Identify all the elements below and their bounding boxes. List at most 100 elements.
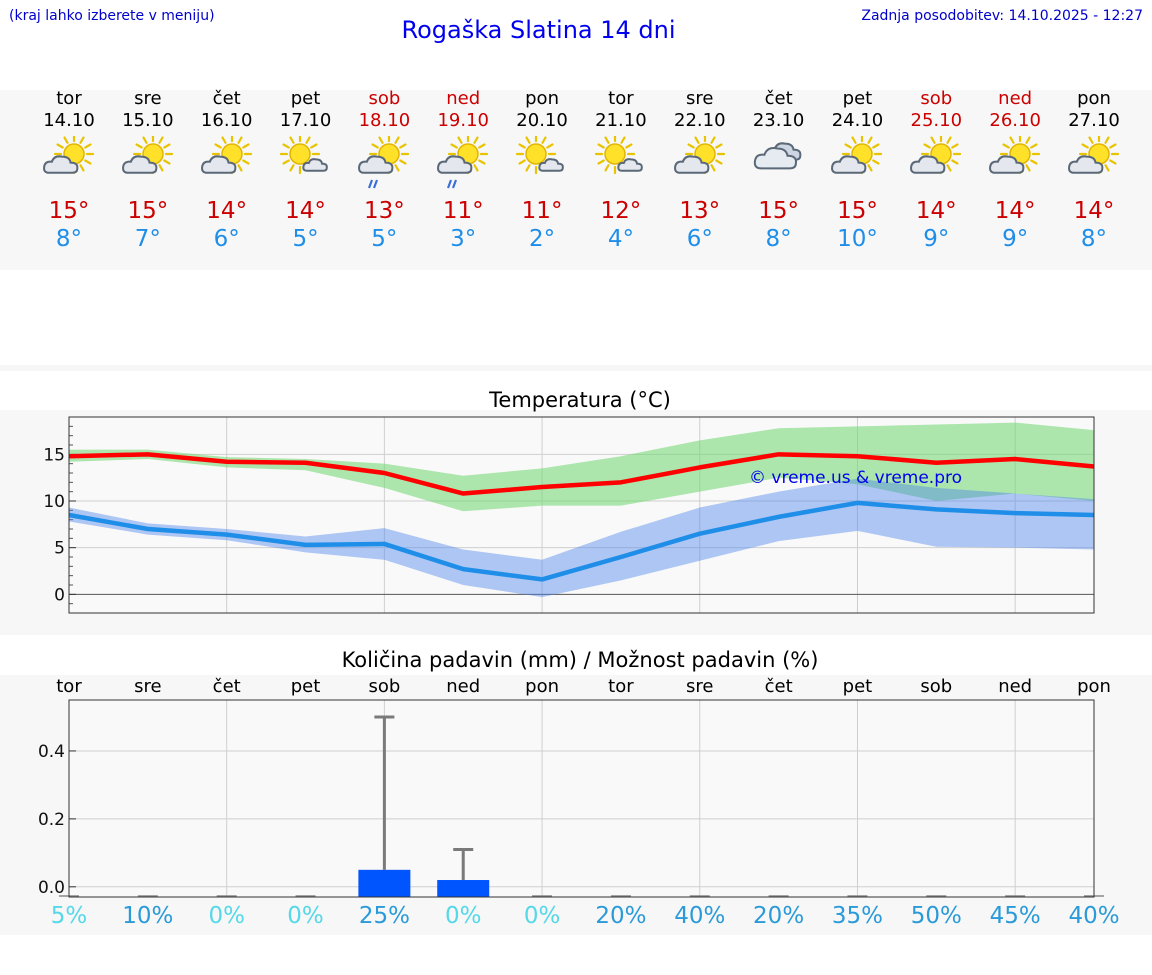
day-column: ned 26.10 14° 9°	[975, 88, 1055, 252]
day-date: 17.10	[279, 110, 332, 131]
day-name: čet	[764, 88, 793, 109]
y-tick-label: 15	[43, 445, 65, 465]
category-label: čet	[213, 676, 241, 697]
day-date: 22.10	[674, 110, 726, 131]
cloud-icon	[437, 155, 473, 174]
day-name: pet	[842, 88, 873, 109]
max-temp: 14°	[1073, 198, 1115, 224]
precip-probability: 20%	[595, 903, 647, 929]
precip-probability: 25%	[358, 903, 410, 929]
min-temp: 9°	[1002, 226, 1029, 252]
min-temp: 3°	[450, 226, 477, 252]
day-name: pet	[290, 88, 321, 109]
max-temp: 14°	[285, 198, 326, 224]
day-date: 15.10	[122, 110, 174, 131]
cloud-icon	[910, 155, 946, 174]
precip-probability: 0%	[444, 903, 482, 929]
min-temp: 5°	[292, 226, 319, 252]
sun-cloud-rain-icon	[423, 134, 503, 198]
max-temp: 15°	[127, 198, 169, 224]
min-temp: 5°	[371, 226, 398, 252]
category-label: ned	[998, 676, 1032, 697]
sun-small-cloud-icon	[581, 134, 661, 198]
max-temp: 14°	[994, 198, 1036, 224]
day-column: sre 15.10 15° 7°	[108, 88, 188, 252]
category-label: sob	[368, 676, 400, 697]
sun-icon	[279, 136, 320, 175]
sun-cloud-icon	[896, 134, 976, 198]
day-date: 19.10	[437, 110, 489, 131]
y-tick-label: 10	[43, 492, 65, 512]
max-temp: 12°	[600, 198, 642, 224]
min-temp: 2°	[528, 226, 556, 252]
day-column: pon 20.10 11° 2°	[502, 88, 582, 252]
precip-probability: 50%	[910, 903, 962, 929]
day-column: pon 27.10 14° 8°	[1054, 88, 1134, 252]
category-label: tor	[56, 676, 82, 697]
cloud-icon	[121, 155, 158, 174]
precip-bar	[437, 880, 490, 897]
day-column: sre 22.10 13° 6°	[660, 88, 740, 252]
y-tick-label: 0.4	[38, 742, 65, 762]
day-name: ned	[446, 88, 481, 109]
sun-icon	[594, 136, 636, 175]
day-column: sob 18.10 13° 5°	[344, 88, 424, 252]
precip-probability: 0%	[287, 903, 324, 929]
cloud-icon	[673, 155, 710, 174]
plot-frame	[68, 416, 1095, 614]
sun-cloud-icon	[817, 134, 897, 198]
sun-small-cloud-icon	[502, 134, 582, 198]
min-temp: 6°	[686, 226, 713, 252]
day-column: pet 24.10 15° 10°	[817, 88, 897, 252]
min-temp: 7°	[134, 226, 161, 252]
day-name: pon	[1077, 88, 1111, 109]
forecast-band	[0, 90, 1152, 270]
day-date: 27.10	[1068, 110, 1120, 131]
precip-chart-title: Količina padavin (mm) / Možnost padavin …	[341, 648, 819, 672]
day-date: 18.10	[358, 110, 411, 131]
category-label: sob	[920, 676, 952, 697]
day-date: 14.10	[43, 110, 95, 131]
day-date: 26.10	[989, 110, 1041, 131]
last-updated: Zadnja posodobitev: 14.10.2025 - 12:27	[861, 8, 1143, 24]
cloudy-icon	[739, 134, 819, 198]
max-temp: 15°	[758, 198, 799, 224]
max-range-band	[69, 422, 1094, 512]
y-tick-label: 0.0	[38, 878, 65, 898]
day-column: tor 14.10 15° 8°	[29, 88, 109, 252]
min-temp: 4°	[607, 226, 634, 252]
category-label: sre	[686, 676, 713, 697]
sun-cloud-icon	[108, 134, 188, 198]
max-temp: 13°	[679, 198, 721, 224]
precip-bar	[358, 869, 411, 897]
category-label: pet	[843, 676, 873, 697]
y-tick-label: 0.2	[38, 810, 65, 830]
day-name: ned	[998, 88, 1033, 109]
cloud-icon	[831, 155, 867, 174]
category-label: čet	[765, 676, 793, 697]
category-label: sre	[134, 676, 161, 697]
category-label: tor	[608, 676, 634, 697]
cloud-icon	[989, 155, 1025, 174]
cloud-icon	[1068, 155, 1104, 174]
cloud-icon	[200, 155, 237, 174]
max-temp: 14°	[915, 198, 957, 224]
max-temp: 11°	[442, 198, 484, 224]
category-label: pon	[525, 676, 559, 697]
cloud-icon	[538, 158, 564, 172]
precip-probability: 10%	[122, 903, 174, 929]
sun-cloud-icon	[975, 134, 1055, 198]
day-column: ned 19.10 11° 3°	[423, 88, 503, 252]
page-title: Rogaška Slatina 14 dni	[401, 16, 676, 44]
min-temp: 8°	[55, 226, 83, 252]
sun-icon	[132, 136, 173, 175]
min-temp: 9°	[923, 226, 950, 252]
max-temp: 15°	[48, 198, 90, 224]
day-date: 20.10	[516, 110, 568, 131]
cloud-icon	[617, 158, 643, 172]
sun-cloud-icon	[29, 134, 109, 198]
location-hint: (kraj lahko izberete v meniju)	[9, 8, 215, 24]
max-temp-line	[68, 452, 1095, 496]
day-name: čet	[212, 88, 241, 109]
cloud-icon	[358, 155, 394, 174]
